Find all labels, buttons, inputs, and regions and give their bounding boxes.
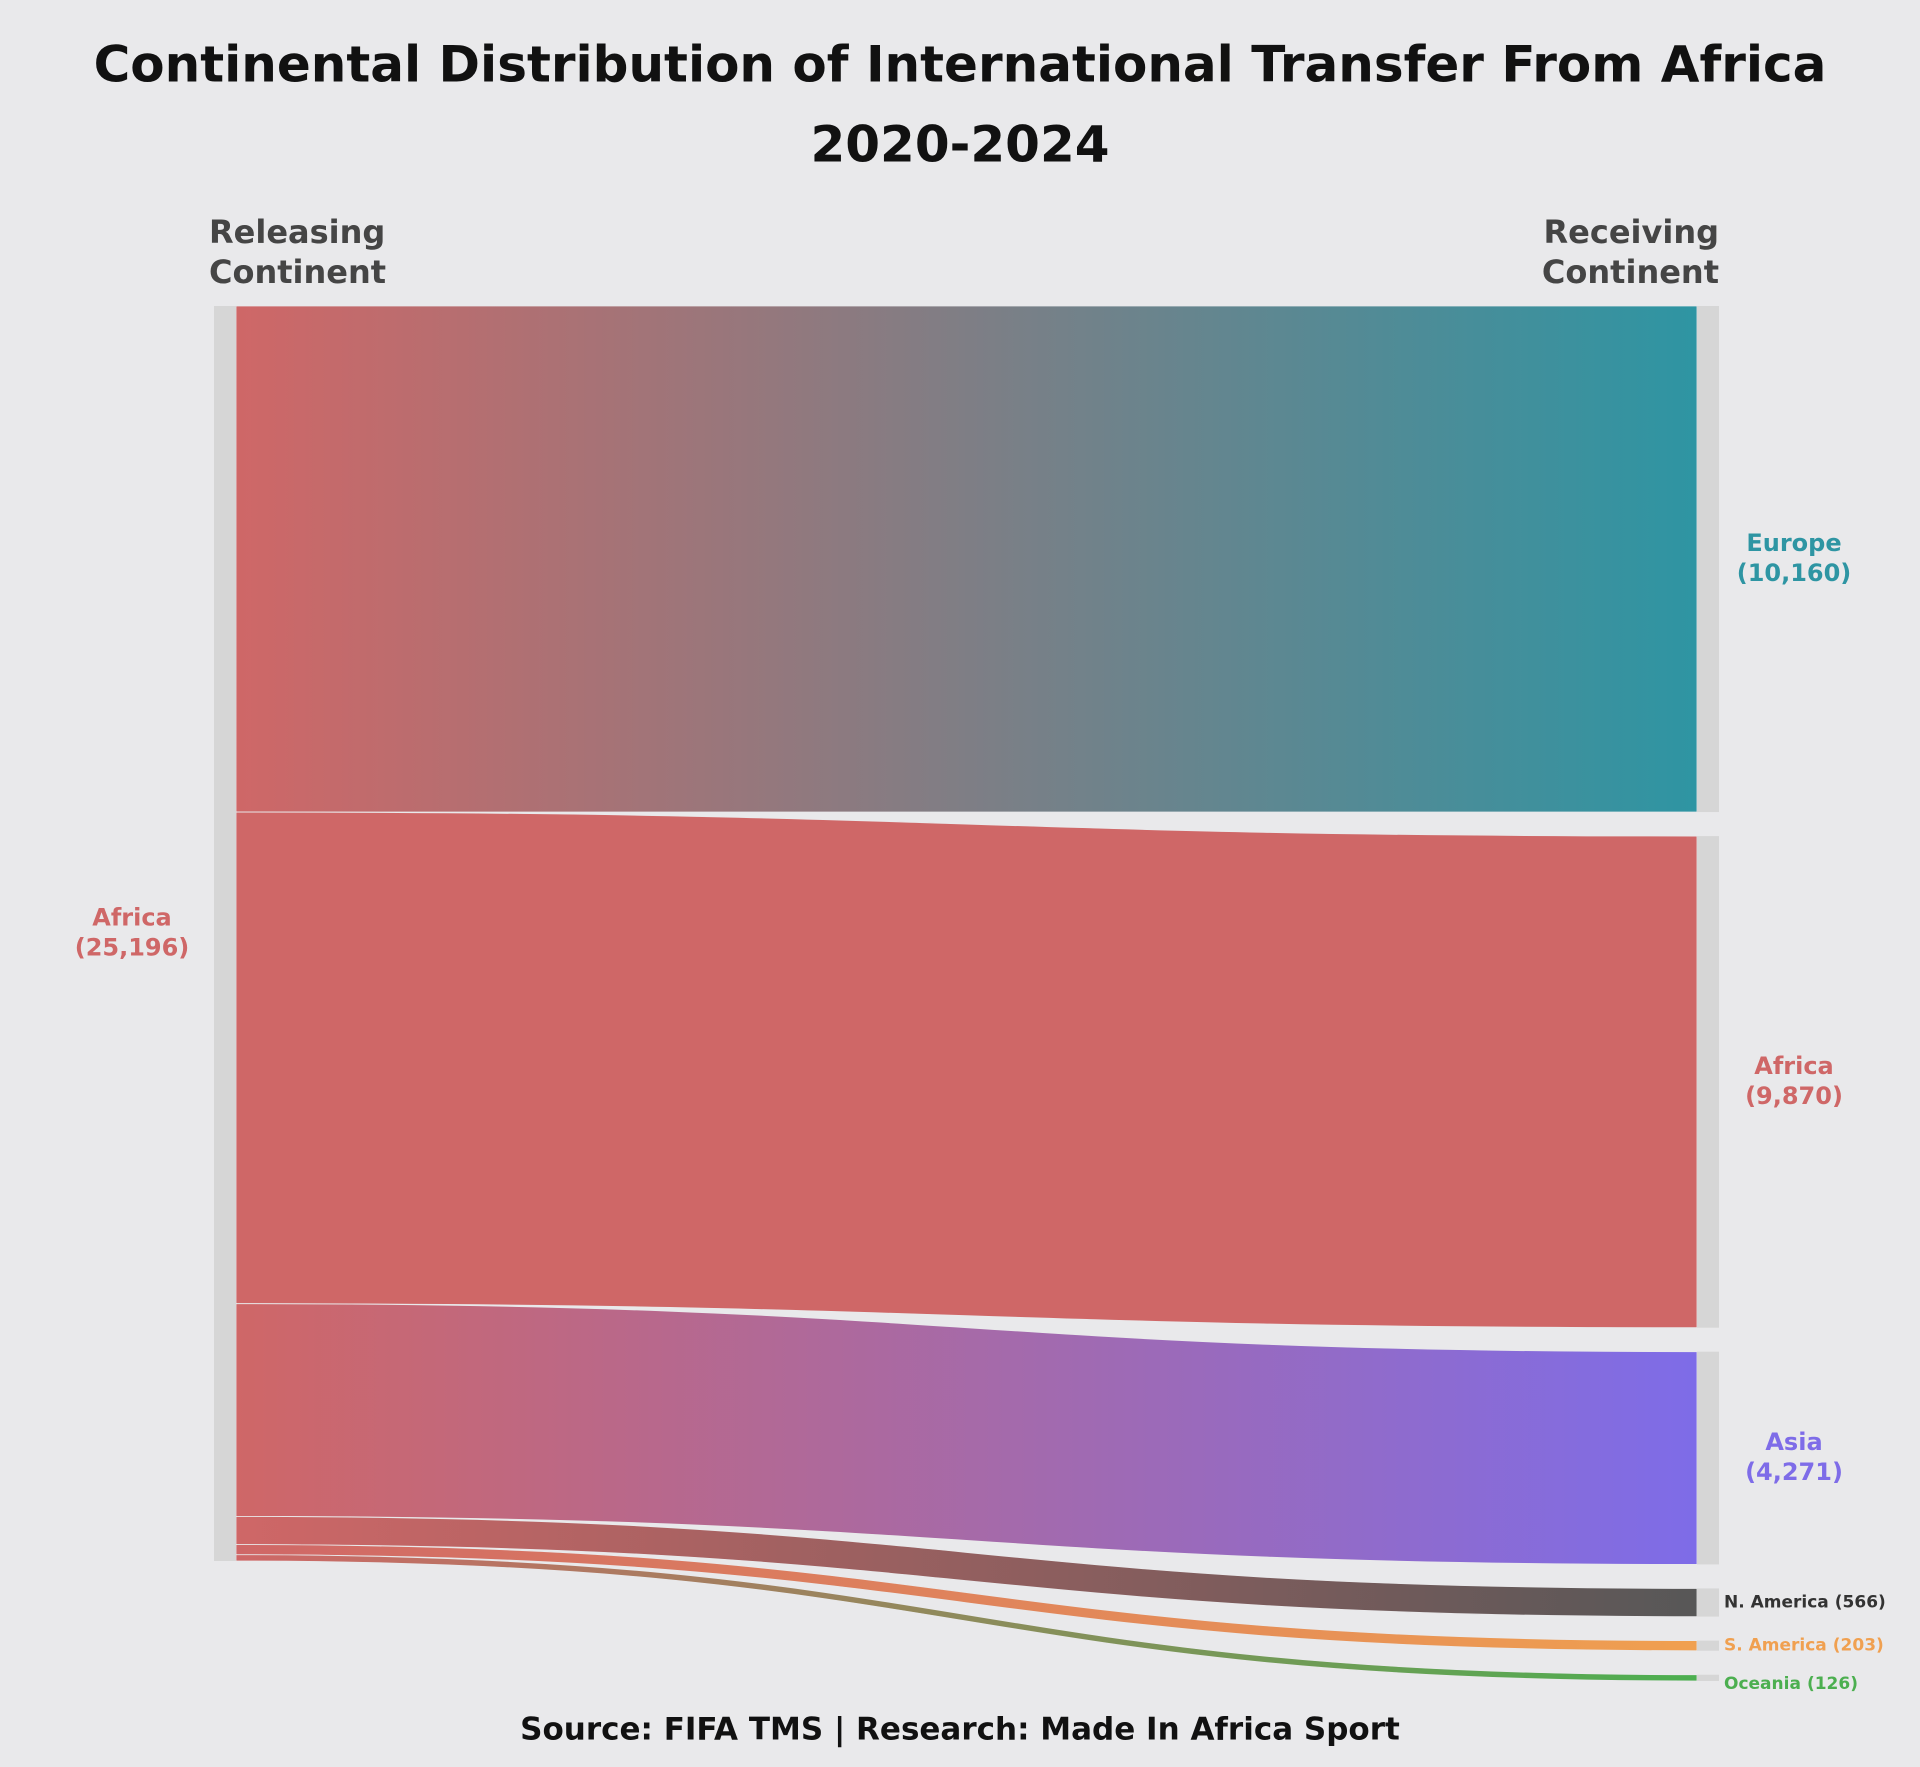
- source-note: Source: FIFA TMS | Research: Made In Afr…: [520, 1712, 1400, 1748]
- target-value-label: (566): [1835, 1593, 1886, 1613]
- chart-subtitle: 2020-2024: [810, 116, 1109, 174]
- target-node: [1697, 836, 1719, 1328]
- source-value-label: (25,196): [75, 934, 190, 962]
- target-label: Africa: [1754, 1052, 1834, 1080]
- target-label: Oceania: [1724, 1674, 1801, 1694]
- target-node: [1697, 1351, 1719, 1565]
- source-node: [214, 306, 236, 1561]
- target-value-label: (203): [1833, 1636, 1884, 1656]
- target-node: [1697, 306, 1719, 813]
- target-value-label: (126): [1807, 1674, 1858, 1694]
- chart-title: Continental Distribution of Internationa…: [94, 36, 1827, 94]
- target-value-label: (4,271): [1745, 1458, 1843, 1486]
- target-node: [1697, 1674, 1719, 1681]
- target-label: S. America: [1724, 1636, 1827, 1656]
- target-value-label: (10,160): [1737, 559, 1852, 587]
- target-label-group: N. America (566): [1724, 1593, 1886, 1613]
- target-node: [1697, 1588, 1719, 1617]
- target-label: N. America: [1724, 1593, 1829, 1613]
- target-label: Asia: [1765, 1428, 1822, 1456]
- right-header: Receiving Continent: [1541, 213, 1719, 291]
- flow: [235, 811, 1698, 1329]
- target-label: Europe: [1746, 529, 1841, 557]
- target-value-label: (9,870): [1745, 1082, 1843, 1110]
- target-node: [1697, 1640, 1719, 1651]
- target-label-group: S. America (203): [1724, 1636, 1884, 1656]
- flow: [235, 305, 1698, 813]
- source-label: Africa: [92, 904, 172, 932]
- left-header: Releasing Continent: [209, 213, 387, 291]
- target-label-group: Oceania (126): [1724, 1674, 1858, 1694]
- flows: [235, 305, 1698, 1682]
